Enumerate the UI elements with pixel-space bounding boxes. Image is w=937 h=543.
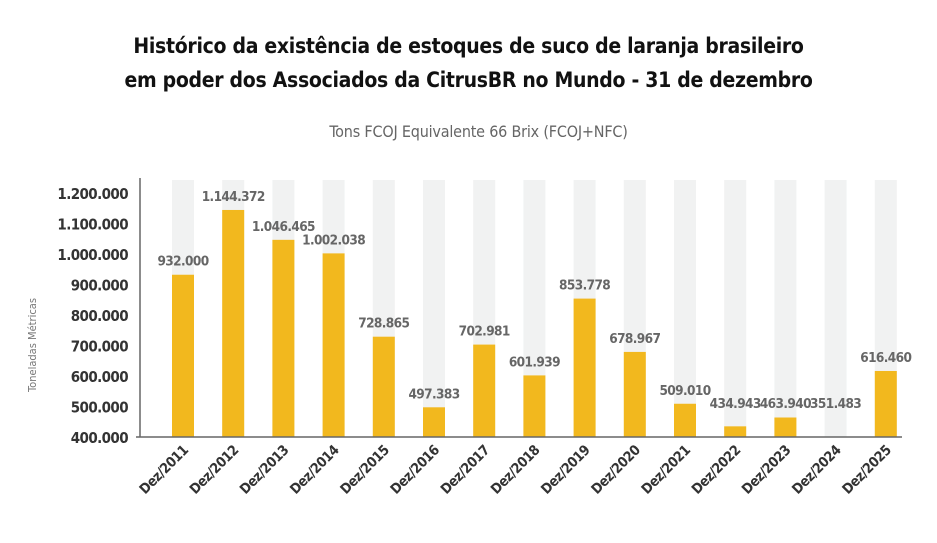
x-tick-label: Dez/2019: [538, 443, 593, 498]
y-tick-label: 600.000: [71, 368, 128, 386]
data-label: 678.967: [609, 331, 660, 347]
data-label: 1.002.038: [302, 232, 365, 248]
data-label: 509.010: [659, 383, 710, 399]
x-tick-label: Dez/2022: [689, 443, 744, 498]
x-tick-label: Dez/2018: [488, 443, 543, 498]
x-tick-label: Dez/2021: [639, 443, 694, 498]
x-tick-label: Dez/2014: [287, 442, 343, 498]
background-bar: [423, 180, 445, 437]
x-tick-label: Dez/2013: [237, 443, 292, 498]
bar-dez-2025: [874, 370, 897, 437]
x-tick-label: Dez/2020: [588, 442, 644, 498]
bar-dez-2013: [272, 239, 295, 437]
x-tick-label: Dez/2012: [187, 443, 242, 498]
y-tick-label: 700.000: [71, 338, 128, 356]
bar-dez-2011: [172, 274, 194, 437]
chart-subtitle: Tons FCOJ Equivalente 66 Brix (FCOJ+NFC): [329, 122, 628, 141]
data-label: 728.865: [358, 316, 409, 332]
background-bar: [824, 180, 847, 437]
y-tick-label: 400.000: [71, 429, 128, 447]
bar-dez-2015: [372, 336, 395, 437]
y-tick-label: 500.000: [71, 399, 128, 417]
x-tick-label: Dez/2024: [789, 442, 845, 498]
data-label: 853.778: [559, 278, 610, 294]
bar-dez-2017: [473, 344, 496, 437]
bar-dez-2021: [674, 403, 696, 437]
data-label: 463.940: [760, 396, 811, 412]
data-label: 351.483: [810, 396, 861, 412]
chart-title-line-1: Histórico da existência de estoques de s…: [133, 34, 804, 58]
x-tick-label: Dez/2017: [438, 443, 493, 498]
bar-dez-2019: [573, 298, 596, 437]
data-label: 616.460: [860, 350, 911, 366]
bar-dez-2020: [623, 351, 646, 437]
bar-dez-2016: [423, 407, 445, 437]
x-tick-label: Dez/2011: [137, 443, 192, 498]
y-tick-label: 1.200.000: [57, 185, 128, 203]
data-label: 601.939: [509, 354, 560, 370]
x-tick-label: Dez/2023: [739, 443, 794, 498]
y-tick-label: 1.100.000: [57, 216, 128, 234]
data-label: 1.144.372: [202, 189, 265, 205]
data-label: 702.981: [459, 324, 510, 340]
bar-dez-2023: [774, 417, 797, 437]
y-tick-label: 800.000: [71, 307, 128, 325]
background-bar: [674, 180, 696, 437]
background-bar: [523, 180, 546, 437]
data-label: 1.046.465: [252, 219, 315, 235]
data-label: 497.383: [408, 386, 459, 402]
bar-dez-2014: [322, 253, 345, 437]
x-tick-label: Dez/2025: [839, 443, 894, 498]
x-tick-label: Dez/2015: [337, 443, 392, 498]
y-axis-label: Toneladas Métricas: [26, 298, 39, 393]
data-label: 434.943: [710, 396, 761, 412]
background-bar: [724, 180, 747, 437]
chart-title-line-2: em poder dos Associados da CitrusBR no M…: [124, 68, 813, 92]
bar-dez-2022: [724, 426, 747, 437]
x-tick-label: Dez/2016: [388, 442, 444, 498]
y-tick-label: 900.000: [71, 277, 128, 295]
bar-dez-2012: [222, 209, 245, 437]
data-label: 932.000: [157, 254, 208, 270]
background-bar: [774, 180, 797, 437]
y-tick-label: 1.000.000: [57, 246, 128, 264]
bar-dez-2018: [523, 375, 546, 437]
